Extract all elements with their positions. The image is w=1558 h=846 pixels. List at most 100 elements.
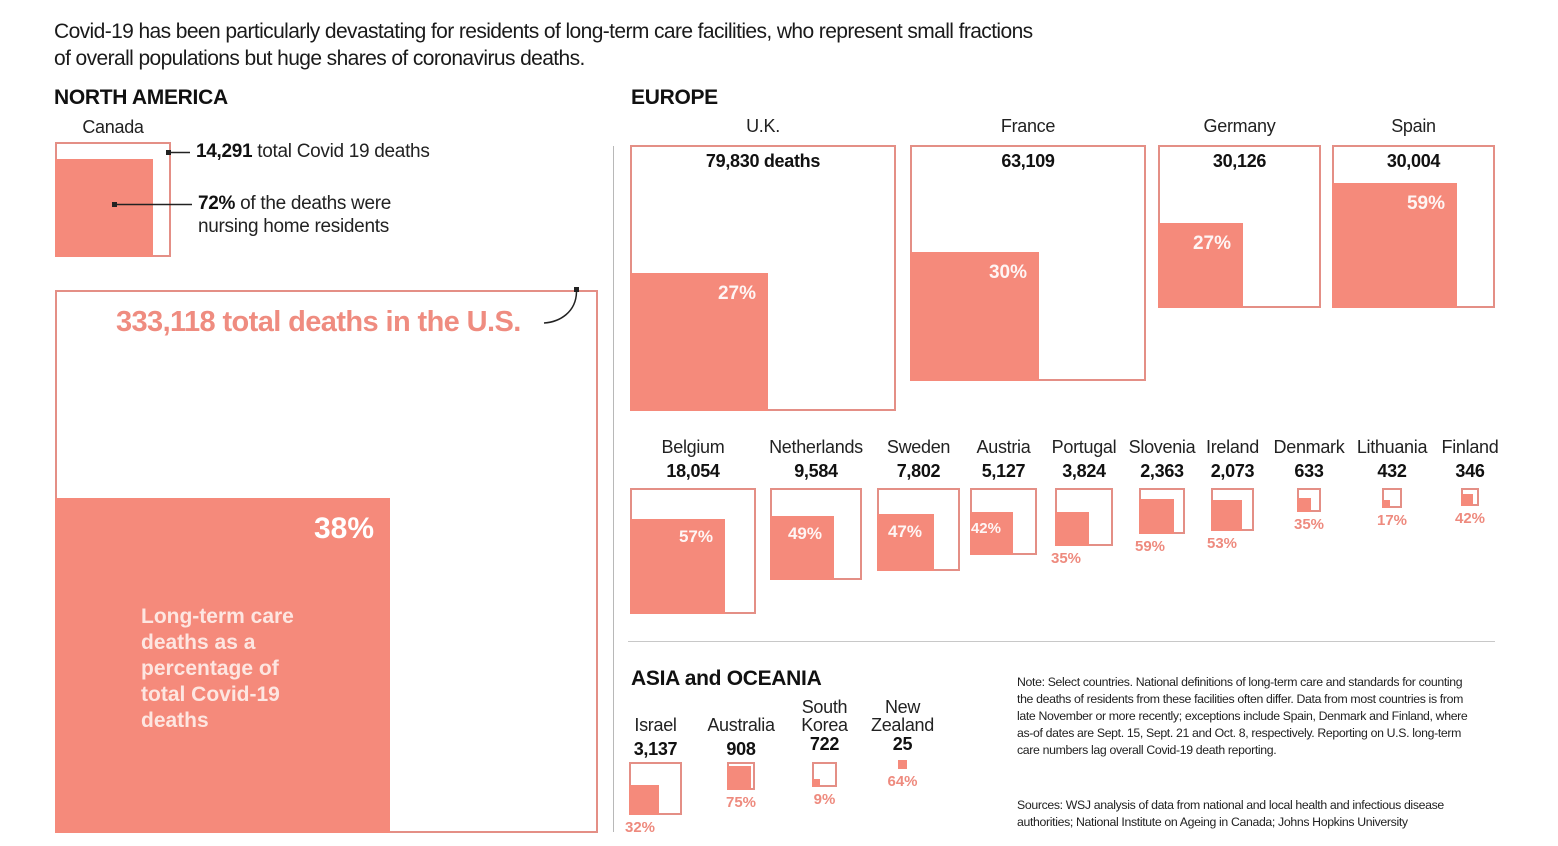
pct-label-australia: 75% [725,794,757,811]
total-box-belgium: 57% [630,488,756,614]
vertical-divider [613,146,614,832]
total-deaths-u-k: 79,830 deaths [705,151,821,171]
country-name-australia: Australia [707,715,775,735]
total-box-ireland [1211,488,1254,531]
country-name-belgium: Belgium [661,437,725,457]
pct-label-germany: 27% [1192,233,1231,254]
heading-asia-oceania: ASIA and OCEANIA [631,667,822,690]
canada-pct-text-2: nursing home residents [198,216,389,237]
note-text: Note: Select countries. National definit… [1017,675,1468,757]
total-box-u-k: 27% [630,145,896,411]
total-box-us: 38% Long-term care deaths as a percentag… [55,290,598,833]
pct-label-france: 30% [988,262,1027,283]
canada-total-value: 14,291 [196,141,253,162]
ltc-fill-ireland [1211,500,1242,531]
sources-text: Sources: WSJ analysis of data from natio… [1017,798,1444,829]
country-name-slovenia: Slovenia [1128,437,1196,457]
total-box-france: 30% [910,145,1146,381]
pct-label-netherlands: 49% [787,524,822,543]
pct-label-belgium: 57% [678,527,713,546]
total-deaths-lithuania: 432 [1377,461,1407,481]
total-deaths-france: 63,109 [1001,151,1055,171]
country-name-netherlands: Netherlands [769,437,863,457]
country-name-spain: Spain [1391,116,1436,136]
us-description-line: Long-term care [141,605,294,628]
country-name-ireland: Ireland [1206,437,1259,457]
total-box-slovenia [1139,488,1185,534]
ltc-fill-france: 30% [910,252,1039,381]
pct-label-finland: 42% [1454,510,1486,527]
country-name-finland: Finland [1441,437,1499,457]
pct-label-slovenia: 59% [1135,538,1166,555]
pct-label-us: 38% [313,512,374,545]
total-box-australia [727,762,755,790]
country-name-canada: Canada [82,117,144,137]
us-total-marker [574,287,579,292]
country-name-line: New [884,697,921,717]
total-deaths-ireland: 2,073 [1210,461,1255,481]
country-name-sweden: Sweden [886,437,951,457]
canada-pct-value: 72% [198,193,236,214]
canada-total-annotation: 14,291 total Covid 19 deaths [196,140,430,163]
pct-label-austria: 42% [970,520,1001,537]
total-box-germany: 27% [1158,145,1321,308]
pct-label-u-k: 27% [717,283,756,304]
country-name-new-zealand: New Zealand [833,698,973,734]
us-description-line: deaths [141,709,209,732]
pct-label-lithuania: 17% [1376,512,1408,529]
total-deaths-belgium: 18,054 [666,461,720,481]
ltc-fill-belgium: 57% [630,519,725,614]
total-deaths-spain: 30,004 [1386,151,1441,171]
pct-label-israel: 32% [625,819,656,836]
pct-label-spain: 59% [1406,193,1445,214]
heading-north-america: NORTH AMERICA [54,86,228,109]
ltc-fill-australia [727,766,751,790]
total-box-netherlands: 49% [770,488,862,580]
heading-europe: EUROPE [631,86,718,109]
total-box-spain: 59% [1332,145,1495,308]
us-description-line: percentage of [141,657,279,680]
total-marker [166,150,171,155]
total-box-portugal [1055,488,1113,546]
canada-pct-annotation: 72% of the deaths were nursing home resid… [198,192,391,238]
pct-label-denmark: 35% [1293,516,1325,533]
country-name-portugal: Portugal [1051,437,1117,457]
country-name-lithuania: Lithuania [1356,437,1428,457]
pct-label-south-korea: 9% [813,791,836,808]
us-leader-curve [543,291,578,324]
total-box-south-korea [812,762,837,787]
total-deaths-israel: 3,137 [633,739,678,759]
total-deaths-new-zealand: 25 [892,734,913,754]
ltc-fill-denmark [1297,498,1311,512]
country-name-germany: Germany [1203,116,1276,136]
pct-label-portugal: 35% [1051,550,1082,567]
country-name-france: France [1000,116,1056,136]
ltc-fill-finland [1461,494,1473,506]
total-deaths-austria: 5,127 [981,461,1026,481]
country-name-israel: Israel [634,715,677,735]
total-deaths-finland: 346 [1455,461,1485,481]
ltc-fill-us: 38% Long-term care deaths as a percentag… [55,498,390,833]
ltc-fill-israel [629,785,659,815]
country-name-line: Zealand [871,715,934,735]
ltc-fill-spain: 59% [1332,183,1457,308]
us-leader-line [543,287,579,324]
total-deaths-slovenia: 2,363 [1140,461,1184,481]
ltc-fill-slovenia [1139,499,1174,534]
total-box-canada [55,142,171,257]
total-deaths-denmark: 633 [1294,461,1324,481]
ltc-fill-sweden: 47% [877,514,934,571]
us-description-line: deaths as a [141,631,256,654]
total-deaths-australia: 908 [726,739,756,759]
total-box-israel [629,762,682,815]
ltc-fill-netherlands: 49% [770,516,834,580]
ltc-fill-south-korea [812,779,820,787]
total-box-lithuania [1382,488,1402,508]
canada-pct-text-1: of the deaths were [235,193,392,214]
pct-label-new-zealand: 64% [887,773,918,790]
pct-label-sweden: 47% [887,522,922,541]
horizontal-divider [628,641,1495,642]
total-box-austria: 42% [970,488,1037,555]
ltc-fill-canada [55,159,153,257]
intro-text: Covid-19 has been particularly devastati… [54,20,1033,70]
